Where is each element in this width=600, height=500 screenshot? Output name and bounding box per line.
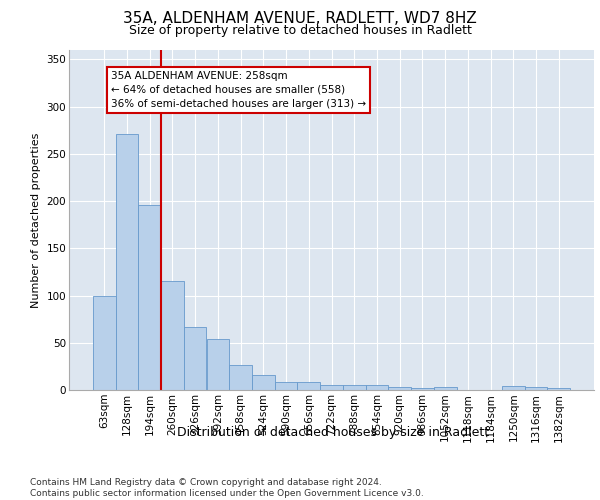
Bar: [139, 205, 161, 390]
Text: Distribution of detached houses by size in Radlett: Distribution of detached houses by size …: [177, 426, 489, 439]
Text: Size of property relative to detached houses in Radlett: Size of property relative to detached ho…: [128, 24, 472, 37]
Bar: [320, 386, 343, 390]
Bar: [547, 388, 570, 390]
Bar: [275, 382, 298, 390]
Bar: [365, 386, 388, 390]
Bar: [229, 364, 252, 390]
Text: 35A, ALDENHAM AVENUE, RADLETT, WD7 8HZ: 35A, ALDENHAM AVENUE, RADLETT, WD7 8HZ: [123, 11, 477, 26]
Y-axis label: Number of detached properties: Number of detached properties: [31, 132, 41, 308]
Bar: [388, 387, 411, 390]
Bar: [298, 382, 320, 390]
Text: Contains HM Land Registry data © Crown copyright and database right 2024.
Contai: Contains HM Land Registry data © Crown c…: [30, 478, 424, 498]
Bar: [411, 388, 434, 390]
Bar: [161, 282, 184, 390]
Bar: [184, 326, 206, 390]
Bar: [343, 386, 365, 390]
Bar: [524, 387, 547, 390]
Bar: [252, 375, 275, 390]
Bar: [116, 134, 139, 390]
Bar: [93, 296, 116, 390]
Text: 35A ALDENHAM AVENUE: 258sqm
← 64% of detached houses are smaller (558)
36% of se: 35A ALDENHAM AVENUE: 258sqm ← 64% of det…: [111, 71, 366, 109]
Bar: [434, 387, 457, 390]
Bar: [502, 386, 524, 390]
Bar: [206, 339, 229, 390]
